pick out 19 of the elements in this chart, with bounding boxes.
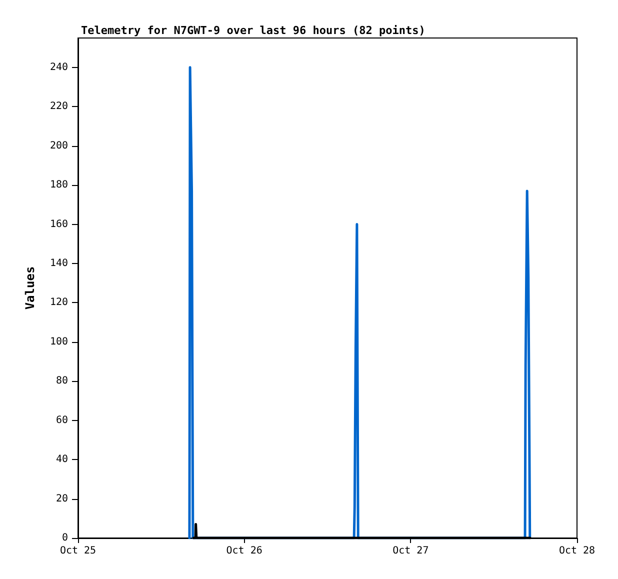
x-tick-label: Oct 27	[392, 546, 429, 556]
y-tick-label: 220	[50, 101, 68, 112]
x-tick-label: Oct 25	[60, 546, 96, 556]
chart-title: Telemetry for N7GWT-9 over last 96 hours (82 points)	[81, 24, 426, 37]
x-tick-label: Oct 28	[558, 546, 596, 556]
y-tick-label: 0	[62, 532, 68, 544]
y-tick-label: 40	[56, 454, 68, 466]
y-axis-title: Values	[23, 266, 37, 310]
y-tick-label: 120	[50, 297, 68, 308]
y-tick-label: 200	[50, 140, 68, 152]
y-tick-label: 140	[50, 258, 68, 269]
y-tick-label: 180	[50, 180, 68, 191]
y-tick-label: 240	[50, 62, 68, 73]
y-tick-label: 80	[56, 376, 68, 387]
y-tick-label: 60	[56, 414, 68, 426]
x-tick-label: Oct 26	[226, 546, 262, 556]
y-tick-label: 160	[50, 218, 68, 230]
y-tick-label: 20	[56, 493, 68, 504]
y-tick-label: 100	[50, 336, 68, 348]
